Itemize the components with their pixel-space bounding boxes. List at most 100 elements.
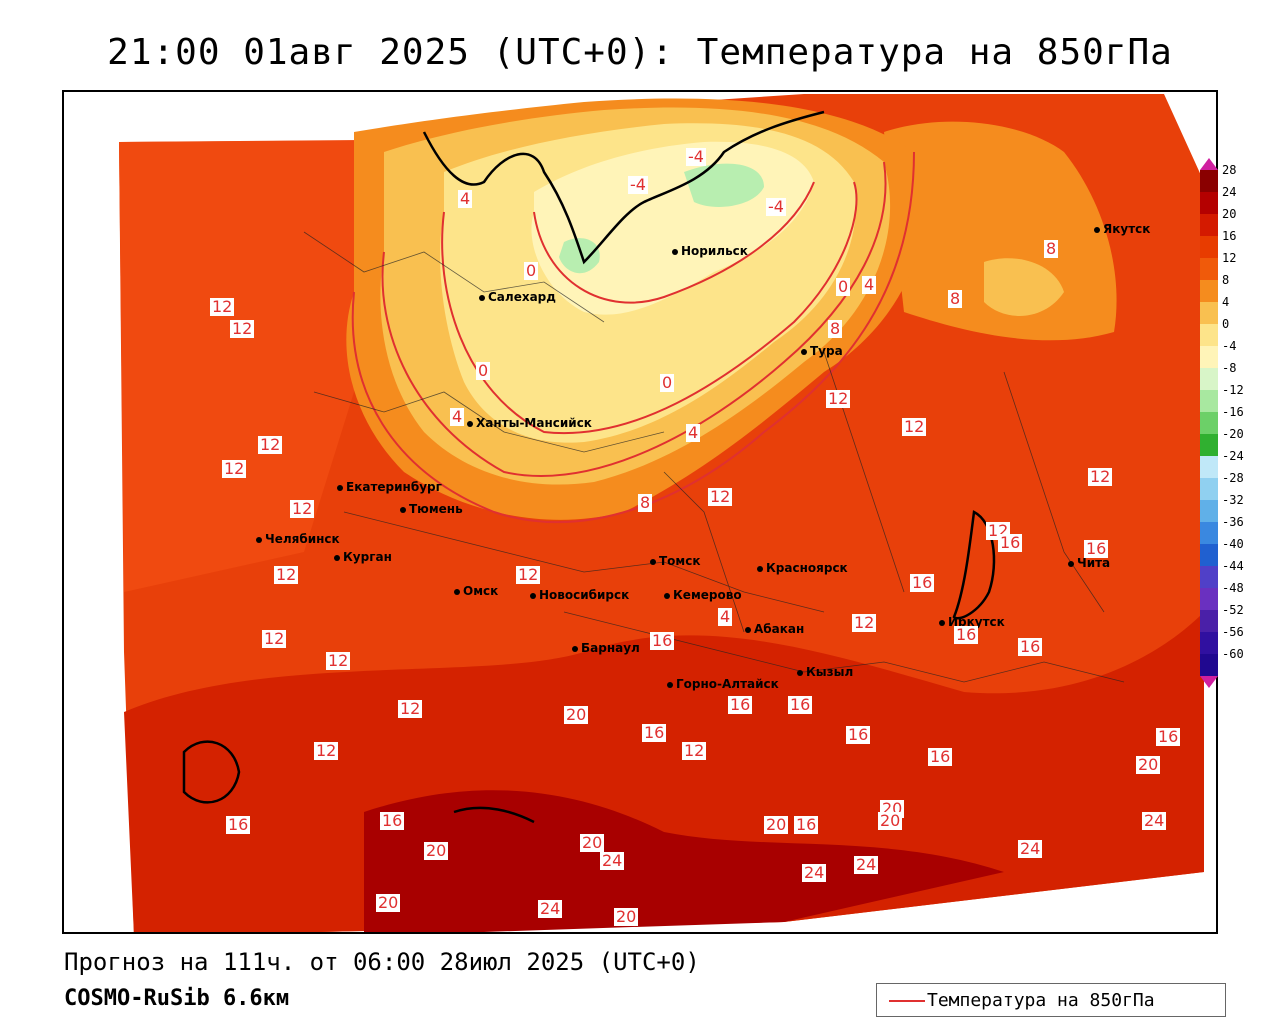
colorbar-tick-label: -24 <box>1222 449 1244 463</box>
city-name: Красноярск <box>766 561 848 575</box>
city-name: Кызыл <box>806 665 854 679</box>
contour-label: 12 <box>262 629 287 648</box>
city-dot <box>745 626 751 633</box>
legend-box: Температура на 850гПа <box>876 983 1226 1017</box>
arctic-coast <box>422 110 825 265</box>
contour-label: 12 <box>230 319 255 338</box>
colorbar-tick-label: -4 <box>1222 339 1237 353</box>
colorbar-swatch <box>1200 236 1218 259</box>
contour-label: 16 <box>846 725 871 744</box>
colorbar-tick-label: 20 <box>1222 207 1237 221</box>
city-name: Омск <box>463 584 499 598</box>
contour-label: 20 <box>564 705 589 724</box>
colorbar-tick-label: -8 <box>1222 361 1237 375</box>
field-east-4 <box>984 258 1064 316</box>
city-dot <box>664 592 670 599</box>
colorbar-swatch <box>1200 632 1218 655</box>
contour-label: 16 <box>998 533 1023 552</box>
field-south-hot <box>364 790 1004 932</box>
colorbar-tick-label: -28 <box>1222 471 1244 485</box>
contour-label: 12 <box>210 297 235 316</box>
city-name: Барнаул <box>581 641 640 655</box>
city-marker: Горно-Алтайск <box>667 677 779 691</box>
contour-label: 12 <box>708 487 733 506</box>
contour-label: 12 <box>852 613 877 632</box>
field-west <box>119 140 364 592</box>
city-marker: Салехард <box>479 290 556 304</box>
contour-label: 0 <box>836 277 851 296</box>
city-dot <box>334 554 340 561</box>
contour-label: 20 <box>614 907 639 926</box>
city-marker: Курган <box>334 550 392 564</box>
colorbar-swatch <box>1200 412 1218 435</box>
contour-label: 8 <box>948 289 963 308</box>
contour-label: 4 <box>862 275 877 294</box>
city-marker: Тура <box>801 344 843 358</box>
city-name: Томск <box>659 554 701 568</box>
model-name: COSMO-RuSib 6.6км <box>64 986 290 1011</box>
aral-sea <box>182 740 241 804</box>
map-title: 21:00 01авг 2025 (UTC+0): Температура на… <box>107 32 1173 73</box>
contour-label: 0 <box>524 261 539 280</box>
city-name: Тюмень <box>409 502 463 516</box>
contour-0 <box>441 181 858 435</box>
contour-label: 16 <box>650 631 675 650</box>
city-dot <box>1068 560 1074 567</box>
colorbar-swatch <box>1200 544 1218 567</box>
city-marker: Омск <box>454 584 498 598</box>
city-marker: Ханты-Мансийск <box>467 416 592 430</box>
contour-label: 12 <box>222 459 247 478</box>
contour-label: 20 <box>878 811 903 830</box>
contour-label: 20 <box>580 833 605 852</box>
contour-label: 16 <box>1156 727 1181 746</box>
city-dot <box>801 348 807 355</box>
colorbar-tick-label: -60 <box>1222 647 1244 661</box>
city-name: Челябинск <box>265 532 340 546</box>
colorbar-swatch <box>1200 588 1218 611</box>
city-marker: Екатеринбург <box>337 480 442 494</box>
city-name: Горно-Алтайск <box>676 677 779 691</box>
city-marker: Барнаул <box>572 641 640 655</box>
contour-label: 24 <box>600 851 625 870</box>
contour-label: 12 <box>326 651 351 670</box>
contour-label: 12 <box>274 565 299 584</box>
contour-label: 16 <box>1018 637 1043 656</box>
contour-label: 8 <box>1044 239 1059 258</box>
contour-label: 16 <box>788 695 813 714</box>
contour-label: 12 <box>398 699 423 718</box>
city-name: Абакан <box>754 622 805 636</box>
contour-label: 12 <box>258 435 283 454</box>
colorbar-tick-label: 28 <box>1222 163 1237 177</box>
city-dot <box>939 619 945 626</box>
city-dot <box>400 506 406 513</box>
city-dot <box>672 248 678 255</box>
legend-line-swatch <box>889 1000 925 1002</box>
colorbar-swatch <box>1200 302 1218 325</box>
contour-label: 4 <box>450 407 465 426</box>
city-name: Кемерово <box>673 588 742 602</box>
colorbar-swatch <box>1200 434 1218 457</box>
map-canvas <box>119 94 1204 932</box>
contour-label: 12 <box>826 389 851 408</box>
contour-label: 20 <box>424 841 449 860</box>
city-dot <box>479 294 485 301</box>
contour-label: 12 <box>682 741 707 760</box>
colorbar-swatch <box>1200 214 1218 237</box>
contour-4 <box>381 161 887 477</box>
city-marker: Иркутск <box>939 615 1005 629</box>
colorbar-swatch <box>1200 258 1218 281</box>
city-dot <box>530 592 536 599</box>
city-name: Якутск <box>1103 222 1151 236</box>
contour-label: 24 <box>802 863 827 882</box>
city-name: Иркутск <box>948 615 1005 629</box>
forecast-info: Прогноз на 111ч. от 06:00 28июл 2025 (UT… <box>64 948 700 976</box>
colorbar-swatch <box>1200 478 1218 501</box>
city-marker: Новосибирск <box>530 588 629 602</box>
contour-label: -4 <box>628 175 648 194</box>
contour-label: 12 <box>290 499 315 518</box>
colorbar-tick-label: -36 <box>1222 515 1244 529</box>
city-dot <box>757 565 763 572</box>
city-name: Салехард <box>488 290 556 304</box>
city-dot <box>797 669 803 676</box>
contour-label: 12 <box>516 565 541 584</box>
